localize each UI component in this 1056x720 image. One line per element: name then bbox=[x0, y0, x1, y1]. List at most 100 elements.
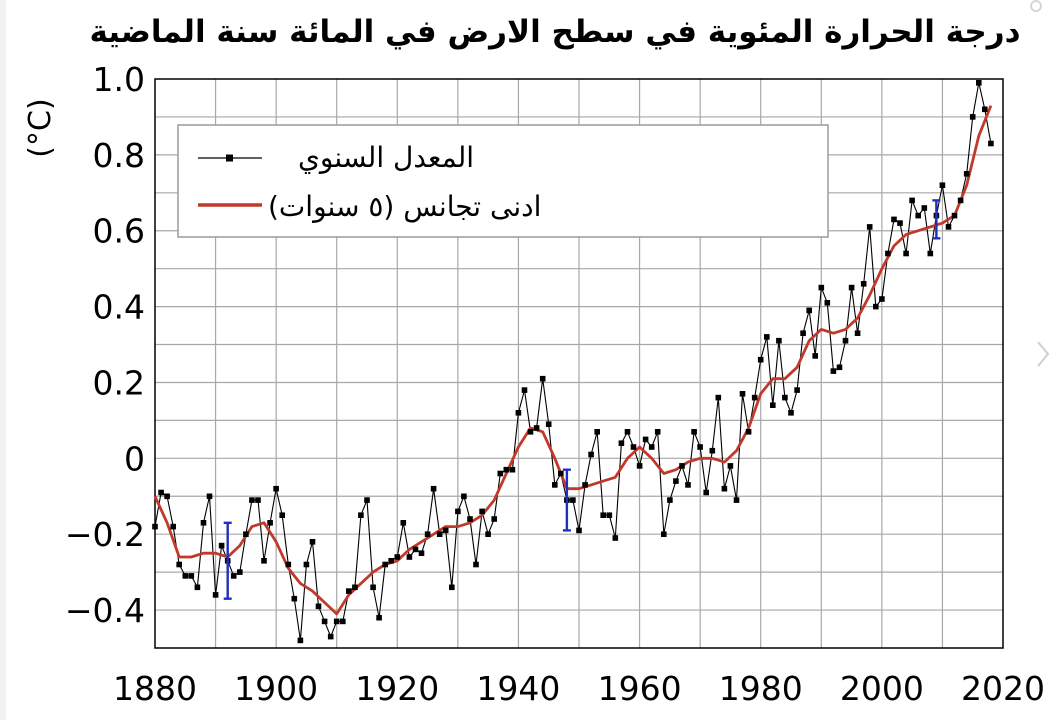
annual-data-point bbox=[273, 485, 279, 492]
annual-data-point bbox=[321, 618, 328, 625]
annual-data-point bbox=[715, 394, 722, 401]
annual-data-point bbox=[854, 330, 861, 336]
annual-data-point bbox=[352, 584, 358, 591]
annual-data-point bbox=[424, 531, 431, 537]
uncertainty-bar bbox=[223, 521, 232, 600]
annual-data-point bbox=[818, 284, 825, 291]
annual-data-point bbox=[364, 497, 370, 503]
annual-data-point bbox=[830, 368, 837, 374]
uncertainty-bar bbox=[562, 468, 571, 532]
annual-data-point bbox=[309, 539, 316, 545]
annual-data-point bbox=[963, 171, 970, 177]
annual-data-point bbox=[570, 497, 576, 503]
annual-data-point bbox=[158, 489, 164, 496]
legend-entry-annual: المعدل السنوي bbox=[198, 141, 474, 174]
y-tick-label: −0.2 bbox=[65, 515, 145, 554]
annual-data-point bbox=[255, 497, 261, 503]
annual-data-point bbox=[152, 523, 158, 530]
annual-data-point bbox=[382, 561, 388, 568]
x-tick-label: 1940 bbox=[476, 669, 560, 708]
annual-data-point bbox=[588, 451, 594, 458]
annual-data-point bbox=[770, 402, 776, 408]
annual-data-point bbox=[939, 182, 946, 188]
annual-data-point bbox=[527, 429, 534, 435]
annual-data-point bbox=[406, 554, 413, 560]
annual-data-point bbox=[909, 197, 915, 204]
annual-data-point bbox=[297, 637, 304, 644]
annual-data-point bbox=[945, 224, 952, 230]
annual-data-point bbox=[418, 550, 425, 556]
annual-data-point bbox=[558, 470, 564, 477]
annual-data-point bbox=[545, 421, 552, 427]
annual-data-point bbox=[442, 527, 449, 534]
annual-data-point bbox=[473, 561, 479, 568]
x-tick-label: 2020 bbox=[961, 669, 1045, 708]
annual-data-point bbox=[479, 508, 485, 515]
annual-data-point bbox=[860, 281, 867, 287]
annual-data-point bbox=[340, 618, 346, 625]
annual-data-point bbox=[709, 447, 716, 454]
annual-data-point bbox=[788, 410, 794, 416]
annual-data-point bbox=[885, 250, 891, 257]
plot-area-border bbox=[154, 78, 1004, 649]
annual-data-point bbox=[267, 520, 273, 526]
annual-data-point bbox=[376, 614, 382, 621]
annual-data-point bbox=[812, 353, 818, 359]
annual-data-point bbox=[654, 429, 661, 435]
annual-data-point bbox=[430, 485, 437, 492]
annual-data-point bbox=[358, 512, 364, 518]
annual-data-point bbox=[521, 387, 528, 393]
annual-data-point bbox=[648, 444, 655, 450]
annual-data-point bbox=[394, 554, 401, 560]
x-tick-label: 2000 bbox=[840, 669, 924, 708]
annual-data-point bbox=[976, 80, 982, 86]
annual-data-point bbox=[624, 429, 631, 435]
annual-data-point bbox=[436, 531, 443, 537]
annual-data-point bbox=[509, 466, 516, 473]
annual-data-point bbox=[873, 303, 879, 310]
annual-data-point bbox=[921, 205, 928, 211]
annual-data-point bbox=[576, 527, 582, 534]
annual-data-point bbox=[757, 356, 764, 363]
annual-data-point bbox=[739, 391, 746, 397]
chevron-right-icon[interactable] bbox=[1036, 340, 1050, 368]
annual-data-point bbox=[667, 497, 673, 503]
legend-label-smoothed: ادنى تجانس (٥ سنوات) bbox=[268, 190, 541, 223]
smoothed-series-line bbox=[153, 105, 993, 616]
x-tick-label: 1880 bbox=[113, 669, 197, 708]
annual-data-point bbox=[449, 584, 455, 591]
x-tick-label: 1900 bbox=[234, 669, 318, 708]
annual-data-point bbox=[194, 584, 201, 591]
annual-data-point bbox=[957, 197, 964, 204]
annual-data-point bbox=[491, 516, 497, 522]
annual-data-point bbox=[691, 429, 697, 435]
annual-data-point bbox=[333, 618, 340, 625]
annual-data-point bbox=[303, 561, 310, 568]
annual-data-point bbox=[552, 482, 558, 488]
annual-data-point bbox=[794, 387, 800, 393]
annual-data-point bbox=[412, 546, 419, 553]
annual-data-point bbox=[176, 561, 182, 568]
annual-data-point bbox=[606, 512, 613, 518]
window-control-icon[interactable] bbox=[1030, 0, 1042, 12]
y-tick-label: 0.2 bbox=[93, 363, 145, 402]
legend-label-annual: المعدل السنوي bbox=[298, 141, 474, 174]
annual-data-point bbox=[951, 212, 958, 219]
annual-data-point bbox=[182, 573, 189, 579]
annual-data-point bbox=[594, 429, 600, 435]
annual-data-point bbox=[243, 531, 249, 537]
annual-data-point bbox=[836, 364, 843, 371]
y-tick-label: −0.4 bbox=[65, 591, 145, 630]
annual-data-point bbox=[842, 337, 849, 344]
annual-data-point bbox=[200, 520, 207, 526]
annual-data-point bbox=[661, 531, 667, 537]
annual-data-point bbox=[703, 489, 709, 496]
annual-data-point bbox=[745, 429, 752, 435]
annual-data-point bbox=[237, 569, 243, 575]
annual-data-point bbox=[618, 440, 625, 446]
annual-data-point bbox=[533, 425, 540, 431]
annual-data-point bbox=[848, 284, 855, 291]
annual-data-point bbox=[721, 485, 728, 492]
y-axis-tick-labels: 1.0 0.8 0.6 0.4 0.2 0 −0.2 −0.4 bbox=[65, 60, 145, 630]
